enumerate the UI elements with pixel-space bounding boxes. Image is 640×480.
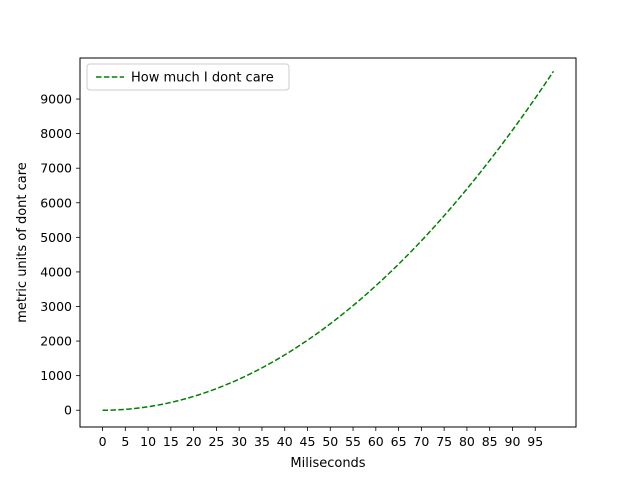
plot-area [80, 58, 576, 427]
x-tick-label: 20 [186, 434, 202, 449]
x-tick-label: 60 [368, 434, 384, 449]
y-axis-ticks: 0 1000 2000 3000 4000 5000 6000 7000 8000 9000 [40, 92, 80, 418]
y-tick-label: 7000 [40, 161, 72, 176]
x-tick-label: 75 [436, 434, 452, 449]
series-line-0 [102, 70, 555, 411]
y-tick-label: 0 [64, 403, 72, 418]
series-layer [102, 70, 555, 411]
x-axis-ticks: 0 5 10 15 20 25 30 35 40 45 50 55 60 65 70 75 80 85 90 95 [99, 427, 543, 449]
x-tick-label: 5 [121, 434, 129, 449]
y-tick-label: 3000 [40, 299, 72, 314]
plot-frame [79, 57, 577, 428]
x-tick-label: 70 [413, 434, 429, 449]
x-tick-label: 55 [345, 434, 361, 449]
x-tick-label: 25 [208, 434, 224, 449]
x-tick-label: 35 [254, 434, 270, 449]
y-tick-label: 4000 [40, 264, 72, 279]
x-tick-label: 85 [482, 434, 498, 449]
y-tick-label: 8000 [40, 126, 72, 141]
y-tick-label: 9000 [40, 92, 72, 107]
y-tick-label: 6000 [40, 195, 72, 210]
x-tick-label: 10 [140, 434, 156, 449]
x-tick-label: 30 [231, 434, 247, 449]
y-tick-label: 2000 [40, 334, 72, 349]
legend: How much I dont care [86, 63, 290, 91]
x-tick-label: 40 [277, 434, 293, 449]
x-tick-label: 50 [322, 434, 338, 449]
x-tick-label: 90 [505, 434, 521, 449]
x-tick-label: 15 [163, 434, 179, 449]
x-tick-label: 95 [527, 434, 543, 449]
x-tick-label: 45 [300, 434, 316, 449]
legend-box [86, 63, 290, 91]
y-tick-label: 1000 [40, 368, 72, 383]
y-tick-label: 5000 [40, 230, 72, 245]
x-tick-label: 65 [391, 434, 407, 449]
x-tick-label: 80 [459, 434, 475, 449]
legend-entry-label: How much I dont care [131, 71, 274, 86]
x-tick-label: 0 [99, 434, 107, 449]
y-axis-label: metric units of dont care [15, 162, 30, 323]
x-axis-label: Miliseconds [290, 456, 365, 471]
